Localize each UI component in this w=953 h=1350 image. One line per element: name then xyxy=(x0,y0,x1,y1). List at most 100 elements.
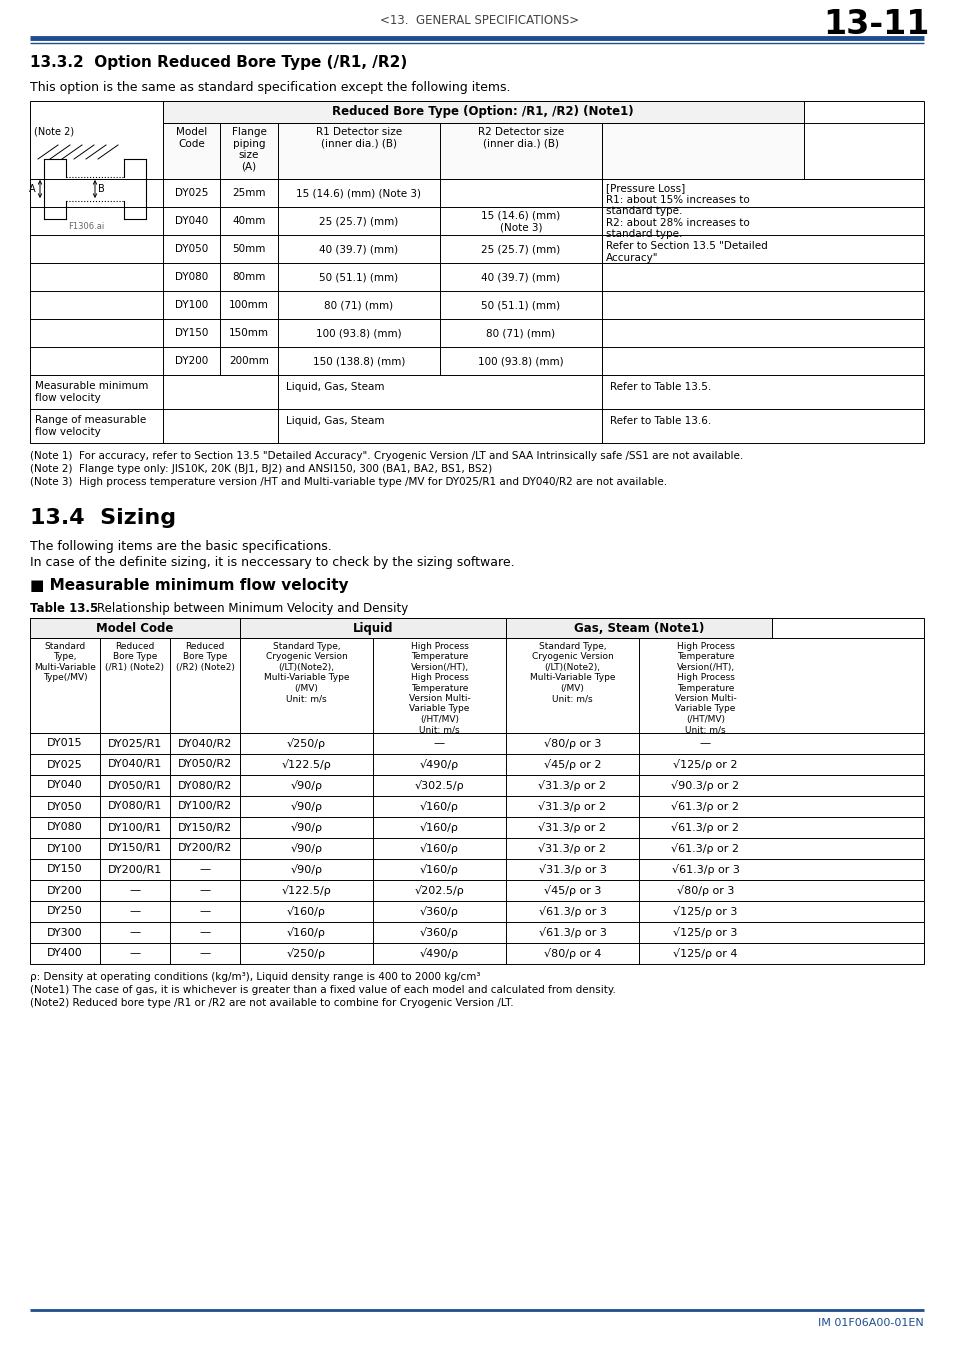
Text: √90/ρ: √90/ρ xyxy=(291,842,322,855)
Text: DY100: DY100 xyxy=(47,844,83,853)
Text: ρ: Density at operating conditions (kg/m³), Liquid density range is 400 to 2000 : ρ: Density at operating conditions (kg/m… xyxy=(30,972,480,981)
Text: 13.3.2  Option Reduced Bore Type (/R1, /R2): 13.3.2 Option Reduced Bore Type (/R1, /R… xyxy=(30,55,407,70)
Text: [Pressure Loss]
R1: about 15% increases to
standard type.
R2: about 28% increase: [Pressure Loss] R1: about 15% increases … xyxy=(605,184,767,263)
Text: Model Code: Model Code xyxy=(96,622,173,634)
Bar xyxy=(505,618,771,639)
Text: Refer to Table 13.5.: Refer to Table 13.5. xyxy=(609,382,711,391)
Text: √31.3/ρ or 3: √31.3/ρ or 3 xyxy=(538,864,606,875)
Text: (Note 3)  High process temperature version /HT and Multi-variable type /MV for D: (Note 3) High process temperature versio… xyxy=(30,477,666,487)
Text: (Note1) The case of gas, it is whichever is greater than a fixed value of each m: (Note1) The case of gas, it is whichever… xyxy=(30,986,616,995)
Text: √160/ρ: √160/ρ xyxy=(419,801,458,811)
Text: 80 (71) (mm): 80 (71) (mm) xyxy=(486,328,555,338)
Text: (Note 3): (Note 3) xyxy=(499,221,541,232)
Text: √90.3/ρ or 2: √90.3/ρ or 2 xyxy=(671,780,739,791)
Text: 50 (51.1) (mm): 50 (51.1) (mm) xyxy=(319,271,398,282)
Text: DY150/R2: DY150/R2 xyxy=(177,822,232,833)
Text: —: — xyxy=(199,886,211,895)
Text: Table 13.5: Table 13.5 xyxy=(30,602,98,616)
Text: DY050: DY050 xyxy=(47,802,83,811)
Text: 15 (14.6) (mm): 15 (14.6) (mm) xyxy=(481,211,560,220)
Text: √125/ρ or 4: √125/ρ or 4 xyxy=(673,948,737,958)
Text: √90/ρ: √90/ρ xyxy=(291,864,322,875)
Text: 25mm: 25mm xyxy=(232,188,266,198)
Bar xyxy=(30,618,240,639)
Text: Standard Type,
Cryogenic Version
(/LT)(Note2),
Multi-Variable Type
(/MV)
Unit: m: Standard Type, Cryogenic Version (/LT)(N… xyxy=(263,643,349,703)
Text: (Note 2): (Note 2) xyxy=(34,127,74,136)
Text: √122.5/ρ: √122.5/ρ xyxy=(281,886,331,896)
Text: √31.3/ρ or 2: √31.3/ρ or 2 xyxy=(537,801,606,811)
Text: √160/ρ: √160/ρ xyxy=(287,906,326,917)
Text: DY040: DY040 xyxy=(47,780,83,791)
Text: DY050: DY050 xyxy=(174,244,208,254)
Text: 40 (39.7) (mm): 40 (39.7) (mm) xyxy=(319,244,398,254)
Text: 100mm: 100mm xyxy=(229,300,269,310)
Text: (Note2) Reduced bore type /R1 or /R2 are not available to combine for Cryogenic : (Note2) Reduced bore type /R1 or /R2 are… xyxy=(30,998,513,1008)
Text: (Note 2)  Flange type only: JIS10K, 20K (BJ1, BJ2) and ANSI150, 300 (BA1, BA2, B: (Note 2) Flange type only: JIS10K, 20K (… xyxy=(30,464,492,474)
Bar xyxy=(30,618,923,964)
Text: DY150/R1: DY150/R1 xyxy=(108,844,162,853)
Text: Reduced Bore Type (Option: /R1, /R2) (Note1): Reduced Bore Type (Option: /R1, /R2) (No… xyxy=(332,105,633,117)
Bar xyxy=(163,101,803,123)
Text: √31.3/ρ or 2: √31.3/ρ or 2 xyxy=(537,822,606,833)
Text: A: A xyxy=(30,184,36,194)
Text: Standard
Type,
Multi-Variable
Type(/MV): Standard Type, Multi-Variable Type(/MV) xyxy=(34,643,96,682)
Text: 40 (39.7) (mm): 40 (39.7) (mm) xyxy=(481,271,560,282)
Text: 100 (93.8) (mm): 100 (93.8) (mm) xyxy=(477,356,563,366)
Text: Reduced
Bore Type
(/R2) (Note2): Reduced Bore Type (/R2) (Note2) xyxy=(175,643,234,672)
Text: —: — xyxy=(199,906,211,917)
Text: 150 (138.8) (mm): 150 (138.8) (mm) xyxy=(313,356,405,366)
Text: 200mm: 200mm xyxy=(229,356,269,366)
Text: √80/ρ or 4: √80/ρ or 4 xyxy=(543,948,600,958)
Text: R2 Detector size
(inner dia.) (B): R2 Detector size (inner dia.) (B) xyxy=(477,127,563,148)
Text: DY080: DY080 xyxy=(47,822,83,833)
Text: √250/ρ: √250/ρ xyxy=(287,738,326,749)
Text: DY050/R2: DY050/R2 xyxy=(177,760,232,770)
Text: Range of measurable
flow velocity: Range of measurable flow velocity xyxy=(35,414,146,436)
Text: Liquid, Gas, Steam: Liquid, Gas, Steam xyxy=(286,382,384,391)
Text: √125/ρ or 3: √125/ρ or 3 xyxy=(673,906,737,917)
Text: √360/ρ: √360/ρ xyxy=(419,927,458,938)
Text: DY080/R1: DY080/R1 xyxy=(108,802,162,811)
Text: Gas, Steam (Note1): Gas, Steam (Note1) xyxy=(573,622,703,634)
Text: Flange
piping
size
(A): Flange piping size (A) xyxy=(232,127,266,171)
Text: This option is the same as standard specification except the following items.: This option is the same as standard spec… xyxy=(30,81,510,95)
Text: √160/ρ: √160/ρ xyxy=(419,842,458,855)
Text: DY300: DY300 xyxy=(47,927,83,937)
Text: DY200: DY200 xyxy=(47,886,83,895)
Text: √61.3/ρ or 2: √61.3/ρ or 2 xyxy=(671,822,739,833)
Text: DY400: DY400 xyxy=(47,949,83,958)
Text: √250/ρ: √250/ρ xyxy=(287,948,326,958)
Text: √90/ρ: √90/ρ xyxy=(291,780,322,791)
Text: DY025/R1: DY025/R1 xyxy=(108,738,162,748)
Text: 13-11: 13-11 xyxy=(822,8,929,40)
Text: DY050/R1: DY050/R1 xyxy=(108,780,162,791)
Text: DY200/R2: DY200/R2 xyxy=(177,844,232,853)
Text: DY100/R1: DY100/R1 xyxy=(108,822,162,833)
Text: DY150: DY150 xyxy=(174,328,208,338)
Text: Liquid: Liquid xyxy=(353,622,393,634)
Text: √490/ρ: √490/ρ xyxy=(419,759,458,769)
Text: F1306.ai: F1306.ai xyxy=(68,221,104,231)
Text: √160/ρ: √160/ρ xyxy=(419,822,458,833)
Bar xyxy=(240,618,505,639)
Text: DY200: DY200 xyxy=(174,356,208,366)
Text: √125/ρ or 3: √125/ρ or 3 xyxy=(673,927,737,938)
Text: In case of the definite sizing, it is neccessary to check by the sizing software: In case of the definite sizing, it is ne… xyxy=(30,556,514,568)
Text: —: — xyxy=(199,864,211,875)
Text: (Note 1)  For accuracy, refer to Section 13.5 "Detailed Accuracy". Cryogenic Ver: (Note 1) For accuracy, refer to Section … xyxy=(30,451,742,460)
Text: 13.4  Sizing: 13.4 Sizing xyxy=(30,508,176,528)
Text: —: — xyxy=(434,738,445,748)
Text: —: — xyxy=(130,927,140,937)
Text: IM 01F06A00-01EN: IM 01F06A00-01EN xyxy=(818,1318,923,1328)
Text: —: — xyxy=(130,906,140,917)
Text: Model
Code: Model Code xyxy=(175,127,207,148)
Text: —: — xyxy=(199,949,211,958)
Text: √125/ρ or 2: √125/ρ or 2 xyxy=(673,759,737,769)
Text: √61.3/ρ or 3: √61.3/ρ or 3 xyxy=(671,864,739,875)
Text: DY015: DY015 xyxy=(47,738,83,748)
Text: 15 (14.6) (mm) (Note 3): 15 (14.6) (mm) (Note 3) xyxy=(296,188,421,198)
Text: √80/ρ or 3: √80/ρ or 3 xyxy=(676,886,734,896)
Text: √122.5/ρ: √122.5/ρ xyxy=(281,759,331,769)
Text: 50 (51.1) (mm): 50 (51.1) (mm) xyxy=(481,300,560,310)
Text: DY250: DY250 xyxy=(47,906,83,917)
